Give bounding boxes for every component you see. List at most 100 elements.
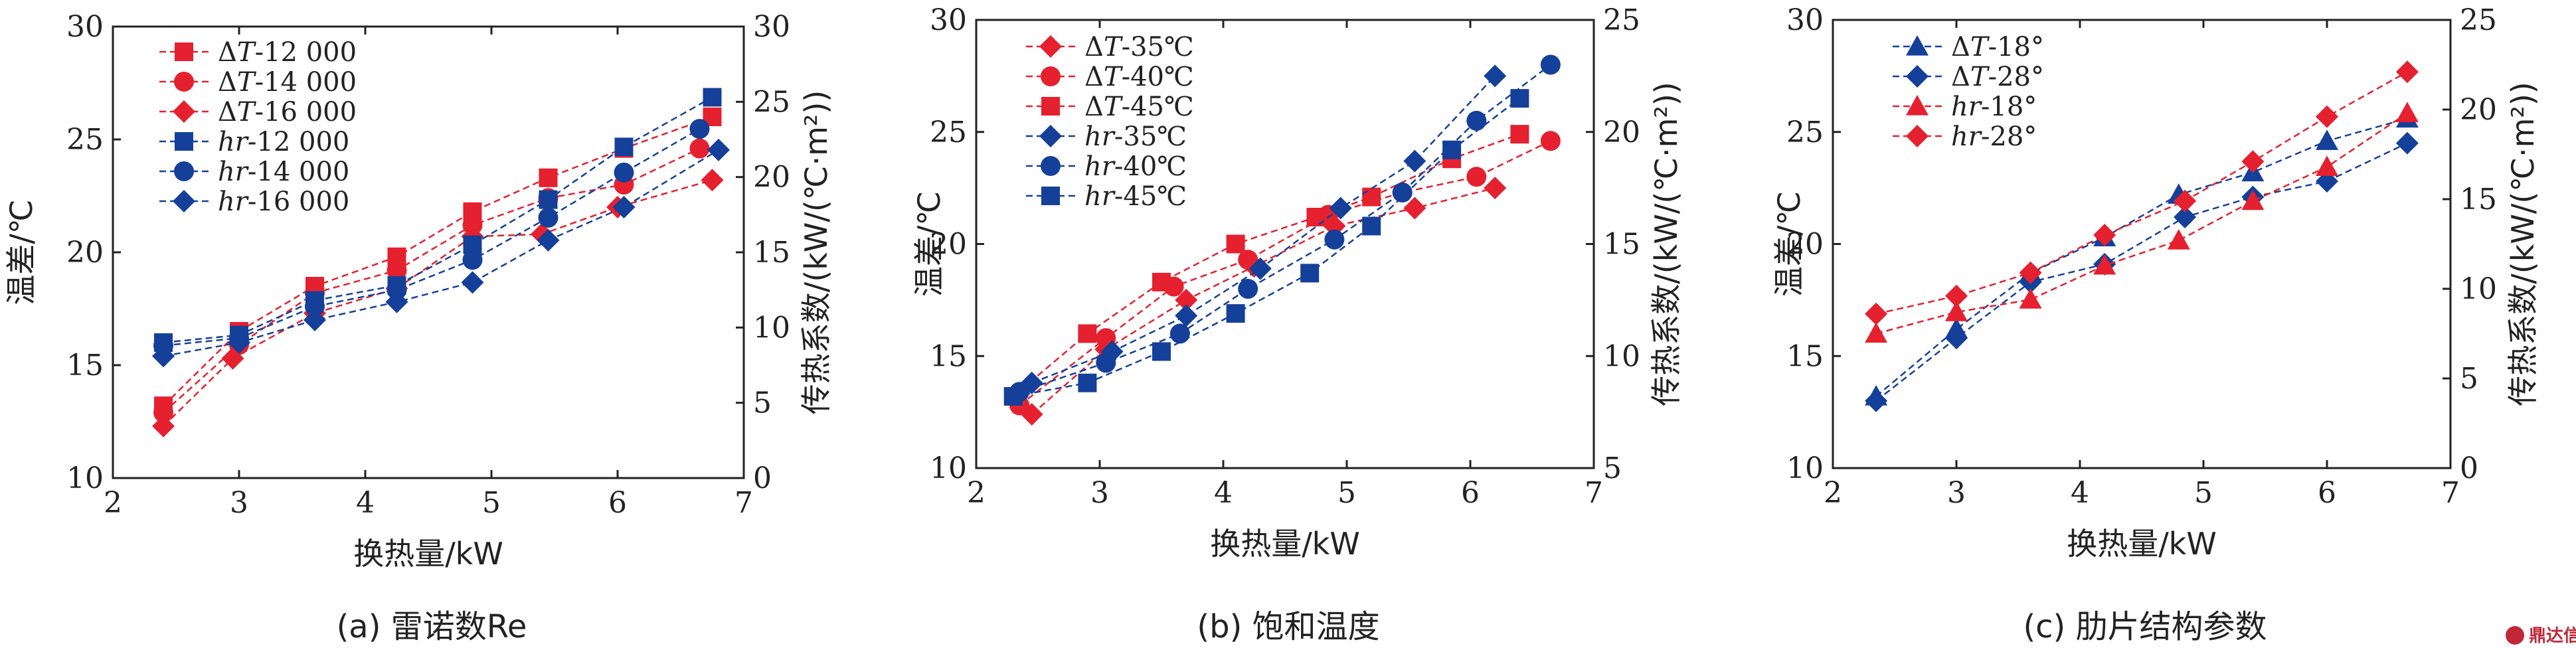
- y-right-axis-title: 传热系数/(kW/(℃·m²)): [2505, 82, 2541, 406]
- series-3: [1865, 60, 2419, 325]
- y-left-tick-label: 10: [1786, 451, 1824, 485]
- legend-label: ΔT-16 000: [218, 97, 357, 127]
- data-point: [2174, 189, 2197, 212]
- y-right-tick-label: 0: [2460, 451, 2478, 485]
- legend-entry: hr-45℃: [1026, 181, 1187, 212]
- panel-caption: (b) 饱和温度: [1197, 608, 1379, 645]
- x-tick-label: 3: [1947, 476, 1966, 510]
- y-left-tick-label: 25: [66, 123, 104, 157]
- legend-entry: ΔT-14 000: [159, 67, 357, 98]
- watermark: 鼎达信: [2506, 626, 2576, 646]
- data-point: [1226, 304, 1245, 323]
- legend-marker: [1041, 156, 1061, 176]
- y-right-tick-label: 5: [753, 386, 772, 420]
- data-point: [612, 196, 636, 218]
- y-right-tick-label: 25: [753, 85, 790, 119]
- legend-entry: hr-16 000: [159, 187, 349, 217]
- x-axis-title: 换热量/kW: [2067, 526, 2217, 562]
- data-point: [1306, 208, 1326, 226]
- series-line: [163, 96, 713, 344]
- series-line: [163, 116, 713, 407]
- legend-entry: hr-40℃: [1026, 151, 1187, 182]
- data-point: [1510, 89, 1529, 108]
- plot-frame: [112, 25, 745, 479]
- legend-label: hr-35℃: [1084, 122, 1187, 152]
- x-axis-title: 换热量/kW: [1210, 526, 1360, 562]
- y-left-tick-label: 30: [66, 10, 104, 44]
- data-point: [1362, 187, 1381, 206]
- legend-marker: [175, 42, 193, 61]
- legend-marker: [173, 190, 195, 212]
- data-point: [707, 138, 730, 161]
- y-right-tick-label: 15: [1603, 228, 1640, 262]
- data-point: [614, 162, 634, 183]
- legend-marker: [174, 161, 194, 181]
- series-line: [1875, 112, 2408, 335]
- data-point: [2241, 189, 2265, 210]
- legend-entry: ΔT-12 000: [159, 37, 357, 68]
- series-0: [1865, 107, 2419, 406]
- y-left-tick-label: 10: [930, 451, 967, 485]
- legend-entry: ΔT-45℃: [1026, 92, 1194, 122]
- legend-entry: ΔT-35℃: [1026, 32, 1194, 62]
- data-point: [386, 260, 407, 281]
- legend-entry: hr-28°: [1893, 122, 2037, 152]
- legend-marker: [174, 72, 194, 92]
- data-point: [462, 250, 483, 270]
- legend-label: ΔT-18°: [1951, 32, 2044, 62]
- y-left-tick-label: 20: [1786, 228, 1824, 262]
- y-right-tick-label: 20: [753, 161, 790, 195]
- y-left-axis-title: 温差/℃: [3, 199, 39, 305]
- panel-caption: (c) 肋片结构参数: [2023, 608, 2267, 645]
- x-tick-label: 3: [230, 486, 248, 520]
- data-point: [385, 290, 408, 313]
- y-left-tick-label: 30: [1786, 3, 1824, 37]
- legend-marker: [1906, 65, 1929, 88]
- series-line: [1012, 133, 1520, 397]
- series-line: [1019, 140, 1551, 406]
- x-tick-label: 2: [1824, 476, 1842, 510]
- data-point: [1226, 234, 1245, 254]
- y-right-tick-label: 0: [753, 461, 772, 495]
- data-point: [1362, 216, 1381, 236]
- data-point: [701, 169, 724, 192]
- y-left-tick-label: 20: [66, 236, 104, 270]
- data-point: [1466, 167, 1487, 187]
- data-point: [2241, 150, 2265, 173]
- series-line: [1875, 71, 2408, 315]
- legend-marker: [173, 100, 195, 123]
- x-tick-label: 3: [1090, 476, 1109, 510]
- data-point: [152, 345, 175, 368]
- legend-marker: [1906, 125, 1929, 147]
- data-point: [1540, 54, 1561, 75]
- legend-label: hr-18°: [1951, 92, 2037, 122]
- data-point: [614, 137, 634, 157]
- series-5: [1003, 89, 1529, 406]
- legend-label: hr-16 000: [218, 187, 349, 217]
- y-left-tick-label: 30: [930, 3, 967, 37]
- data-point: [1484, 64, 1507, 88]
- series-5: [152, 138, 730, 368]
- legend-label: hr-12 000: [218, 127, 349, 157]
- legend-marker: [1906, 95, 1929, 116]
- y-left-tick-label: 15: [1786, 339, 1824, 373]
- data-point: [1152, 342, 1171, 361]
- plot-frame: [975, 19, 1595, 469]
- data-point: [1403, 149, 1426, 173]
- data-point: [1238, 279, 1258, 299]
- data-point: [2316, 129, 2338, 150]
- data-point: [2395, 131, 2419, 155]
- data-point: [1300, 264, 1320, 283]
- series-2: [1865, 102, 2419, 343]
- data-point: [2316, 155, 2338, 176]
- y-right-axis-title: 传热系数/(kW/(℃·m²)): [1648, 82, 1684, 406]
- data-point: [2019, 288, 2042, 309]
- y-right-axis-title: 传热系数/(kW/(℃·m²)): [798, 90, 834, 414]
- data-point: [2174, 206, 2197, 228]
- data-point: [539, 168, 558, 187]
- data-point: [2316, 105, 2338, 128]
- legend-marker: [1041, 187, 1060, 205]
- legend-entry: ΔT-16 000: [159, 97, 357, 127]
- panel-a: 2 3 4 5 6 7 10 15 20 25 30 0 5 10 15 20 25 30 换热量/kW 温差/℃ 传热…: [3, 10, 834, 645]
- data-point: [1540, 131, 1561, 151]
